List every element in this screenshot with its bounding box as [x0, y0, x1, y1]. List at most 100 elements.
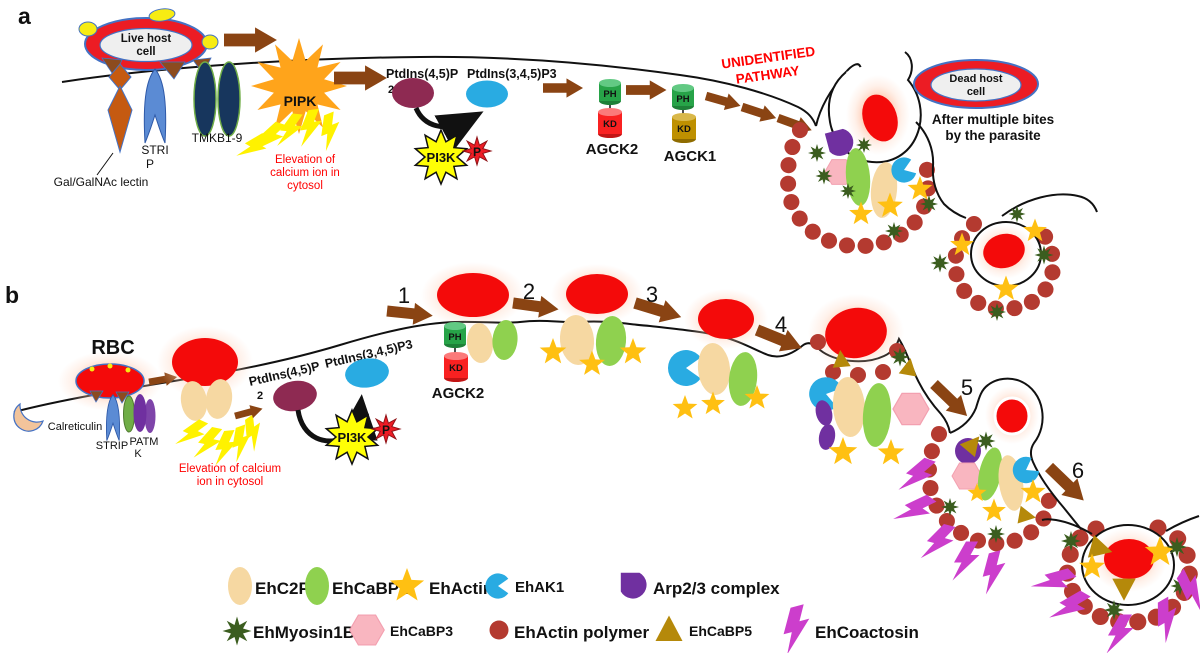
legend-label: EhCaBP1 — [332, 579, 409, 598]
membrane-squiggle — [1041, 518, 1093, 535]
ptdins45-subscript-b: 2 — [257, 390, 263, 402]
cup-membrane — [949, 377, 1087, 536]
strip-label: P — [146, 157, 154, 171]
pipk-label: PIPK — [284, 93, 317, 109]
arp23-ellipse-icon — [818, 424, 836, 450]
ehmyosin1b-starburst-icon — [987, 525, 1005, 543]
legend-label: Arp2/3 complex — [653, 579, 780, 598]
ptdins45-label: PtdIns(4,5)P — [386, 67, 458, 81]
ehactin-star-icon — [982, 498, 1006, 522]
ehcabp1-ellipse-icon — [977, 447, 1003, 501]
live-host-cell-label: cell — [136, 46, 155, 58]
stage-3 — [667, 289, 770, 419]
agck2-a: PH KD AGCK2 — [586, 79, 639, 158]
ehcabp1-swatch — [305, 567, 329, 605]
ehactin-star-icon — [849, 201, 873, 225]
ingested-bite-cell — [983, 233, 1025, 269]
membrane-blob — [148, 8, 176, 22]
arp23-swatch — [620, 572, 647, 599]
legend-item: EhActin — [389, 568, 493, 601]
kd-domain-label: KD — [603, 119, 617, 130]
rbc-bite-cell — [172, 338, 238, 386]
membrane-squiggle — [1165, 515, 1200, 532]
ph-domain-label: PH — [676, 94, 689, 105]
bite-vesicle-a — [930, 193, 1098, 321]
cup-membrane-continuation — [915, 121, 967, 219]
ehmyosin1b-starburst-icon — [988, 303, 1006, 321]
step-number: 1 — [398, 283, 410, 308]
ptdins45-subscript: 2 — [388, 84, 394, 96]
pip2-ellipse-b — [273, 380, 317, 412]
ehmyosin1b-starburst-icon — [1008, 205, 1026, 223]
phagocytic-cup-a — [779, 51, 967, 255]
flow-arrow — [543, 78, 584, 98]
flow-arrow — [739, 98, 779, 127]
kd-domain-label: KD — [449, 363, 463, 374]
legend-label: EhMyosin1B — [253, 623, 355, 642]
ingested-bite-cell — [1104, 539, 1154, 579]
panel-b: b RBC Calreticulin STRIP PATM K — [5, 262, 1200, 653]
ehmyosin1b-starburst-icon — [1061, 531, 1081, 551]
phospho-label-b: P — [382, 423, 390, 437]
calcium-elevation-text-b: Elevation of calcium — [179, 463, 281, 475]
gal-galnac-lectin-label: Gal/GalNAc lectin — [54, 175, 149, 189]
membrane-squiggle — [1001, 193, 1098, 217]
flow-arrow — [224, 27, 277, 53]
stage-2 — [539, 264, 647, 375]
legend: EhC2PK EhCaBP1 EhActin EhAK1 Arp2/3 comp… — [222, 567, 919, 653]
legend-label: EhActin — [429, 579, 493, 598]
ehcabp5-triangle-icon — [1017, 505, 1038, 527]
gal-galnac-lectin-icon — [96, 63, 133, 176]
actin-bead-ring — [920, 426, 1057, 552]
legend-item: EhCoactosin — [775, 603, 919, 653]
legend-item: EhCaBP5 — [655, 615, 752, 641]
ehmyosin1b-starburst-icon — [941, 498, 959, 516]
ehmyosin1b-swatch — [222, 616, 252, 646]
calcium-elevation-text-b: ion in cytosol — [197, 476, 263, 488]
flow-arrow — [626, 80, 667, 100]
ingested-bite-cell — [862, 94, 898, 142]
ehc2pk-ellipse-icon — [559, 315, 595, 365]
actin-polymer-swatch — [489, 620, 509, 640]
ehc2pk-ellipse-icon — [180, 381, 208, 421]
attachment-triangle — [89, 390, 104, 403]
actin-bead-ring — [779, 122, 937, 255]
live-host-cell-label: Live host — [121, 33, 172, 45]
ehmyosin1b-starburst-icon — [930, 253, 950, 273]
dead-host-cell: Dead host cell — [913, 59, 1039, 109]
pi3k-label-b: PI3K — [338, 430, 368, 445]
dead-host-cell-label: Dead host — [949, 73, 1003, 85]
patmk-label: K — [134, 448, 142, 460]
agck1-label: AGCK1 — [664, 148, 717, 165]
ehc2pk-ellipse-icon — [466, 323, 494, 363]
calcium-elevation-text: Elevation of — [275, 154, 336, 166]
ehcabp1-ellipse-icon — [595, 316, 627, 366]
live-host-cell: Live host cell — [78, 8, 219, 80]
ehc2pk-swatch — [228, 567, 252, 605]
ehmyosin1b-starburst-icon — [976, 431, 996, 451]
legend-item: EhActin polymer — [489, 620, 649, 642]
agck2-label: AGCK2 — [586, 141, 639, 158]
ehcabp1-ellipse-icon — [492, 320, 518, 360]
patmk-icon — [123, 394, 156, 433]
legend-label: EhActin polymer — [514, 623, 649, 642]
ehmyosin1b-starburst-icon — [890, 347, 910, 367]
ehak1-pacman-icon — [667, 350, 701, 386]
ehcabp1-ellipse-icon — [728, 352, 758, 406]
panel-b-label: b — [5, 282, 19, 308]
step-number: 4 — [775, 312, 787, 337]
kd-domain-label: KD — [677, 124, 691, 135]
phospho-label: P — [473, 145, 481, 159]
panel-a: a Live host cell Gal/GalNAc lectin STRI … — [18, 3, 1098, 321]
conversion-arrow — [413, 106, 484, 151]
step-number: 5 — [961, 375, 973, 400]
legend-item: EhCaBP1 — [305, 567, 409, 605]
rbc-cell — [58, 351, 162, 411]
calcium-elevation-text: calcium ion in — [270, 167, 340, 179]
step-number: 2 — [523, 279, 535, 304]
flow-arrow — [703, 87, 743, 115]
ph-domain-label: PH — [448, 332, 461, 343]
actin-bead-ring — [1058, 523, 1198, 631]
live-host-cell-body — [99, 27, 193, 63]
